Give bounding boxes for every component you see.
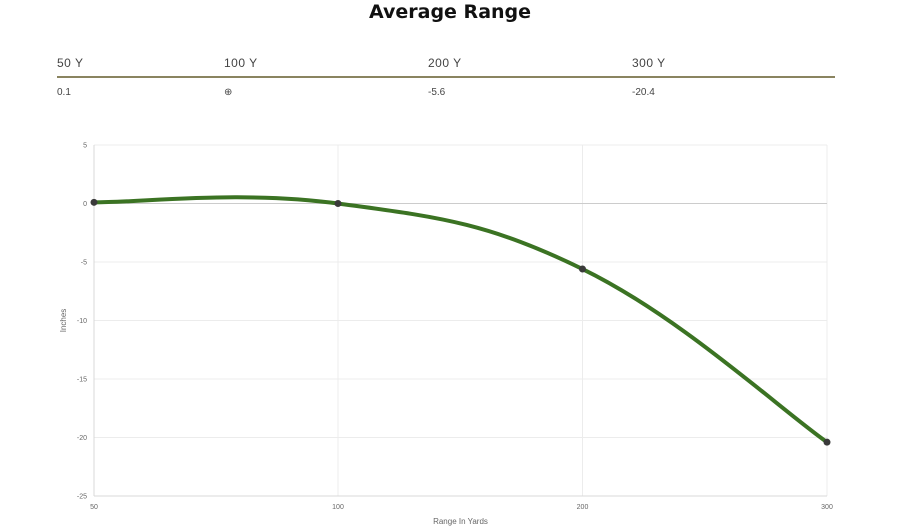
x-tick-label-3: 300: [821, 504, 833, 511]
y-tick-label-2: -5: [81, 260, 87, 267]
range-header-200: 200 Y: [428, 56, 462, 70]
y-tick-label-0: 5: [83, 143, 87, 150]
y-tick-label-6: -25: [77, 494, 87, 501]
range-header-300: 300 Y: [632, 56, 666, 70]
chart-points: [90, 198, 831, 446]
page-title: Average Range: [368, 1, 532, 23]
y-tick-label-3: -10: [77, 318, 87, 325]
range-table-header: 50 Y 100 Y 200 Y 300 Y: [57, 56, 835, 78]
y-axis-label: Inches: [59, 309, 68, 333]
data-point-300[interactable]: [823, 438, 831, 446]
range-value-100: ⊕: [224, 87, 233, 98]
series-line-0: [92, 195, 829, 445]
range-value-300: -20.4: [632, 87, 655, 98]
x-tick-label-1: 100: [332, 504, 344, 511]
y-tick-label-1: 0: [83, 201, 87, 208]
range-value-50: 0.1: [57, 87, 71, 98]
data-point-100[interactable]: [334, 200, 342, 207]
y-tick-label-4: -15: [77, 377, 87, 384]
range-table: 50 Y 100 Y 200 Y 300 Y 0.1 ⊕ -5.6 -20.4: [57, 56, 835, 105]
range-header-50: 50 Y: [57, 56, 84, 70]
chart-series: [92, 195, 829, 445]
x-axis-ticks: 50 100 200 300: [90, 504, 833, 511]
x-tick-label-0: 50: [90, 504, 98, 511]
data-point-200[interactable]: [579, 265, 586, 273]
x-axis-label: Range In Yards: [433, 517, 488, 526]
range-header-100: 100 Y: [224, 56, 258, 70]
x-tick-label-2: 200: [577, 504, 589, 511]
y-tick-label-5: -20: [77, 435, 87, 442]
y-axis-ticks: 5 0 -5 -10 -15 -20 -25: [77, 143, 87, 501]
data-point-50[interactable]: [90, 198, 98, 206]
range-table-values: 0.1 ⊕ -5.6 -20.4: [57, 87, 835, 105]
range-value-200: -5.6: [428, 87, 446, 98]
